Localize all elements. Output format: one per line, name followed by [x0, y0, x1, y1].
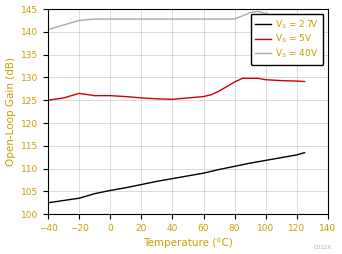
- Legend: V$_S$ = 2.7V, V$_S$ = 5V, V$_S$ = 40V: V$_S$ = 2.7V, V$_S$ = 5V, V$_S$ = 40V: [251, 13, 324, 65]
- Text: C012X: C012X: [314, 245, 332, 250]
- X-axis label: Temperature (°C): Temperature (°C): [143, 239, 233, 248]
- Y-axis label: Open-Loop Gain (dB): Open-Loop Gain (dB): [5, 57, 15, 166]
